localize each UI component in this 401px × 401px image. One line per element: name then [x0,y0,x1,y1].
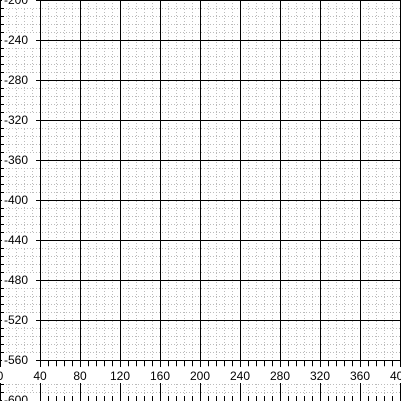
y-axis-label: -520 [4,313,28,327]
y-label-bg [2,193,36,207]
y-axis-label: -400 [4,193,28,207]
x-axis-labels: 0 40 80 120 160 200 240 280 320 360 400 [0,367,401,383]
y-axis-label: -320 [4,113,28,127]
x-axis-label: 80 [73,369,87,383]
x-axis-label: 320 [310,369,330,383]
y-label-bg [2,153,36,167]
y-axis-label: -240 [4,33,28,47]
y-axis-labels: -200 -240 -280 -320 -360 -400 -440 -480 -520 -560… [2,0,36,401]
y-label-bg [2,0,36,7]
x-axis-label: 240 [230,369,250,383]
y-axis-label: -280 [4,73,28,87]
y-label-bg [2,313,36,327]
y-label-bg [2,353,36,367]
y-axis-label: -600 [4,393,28,401]
y-axis-label: -560 [4,353,28,367]
y-label-bg [2,113,36,127]
y-label-bg [2,273,36,287]
y-label-bg [2,73,36,87]
y-axis-label: -440 [4,233,28,247]
x-axis-label: 160 [150,369,170,383]
y-label-bg [2,393,36,401]
x-axis-label: 0 [0,369,4,383]
y-label-bg [2,233,36,247]
x-axis-label: 200 [190,369,210,383]
x-axis-label: 40 [33,369,47,383]
y-axis-label: -200 [4,0,28,7]
x-axis-label: 360 [350,369,370,383]
y-label-bg [2,33,36,47]
y-axis-label: -360 [4,153,28,167]
x-axis-label: 400 [390,369,401,383]
x-axis-label: 280 [270,369,290,383]
x-axis-label: 120 [110,369,130,383]
y-axis-label: -480 [4,273,28,287]
x-label-band [0,367,401,383]
